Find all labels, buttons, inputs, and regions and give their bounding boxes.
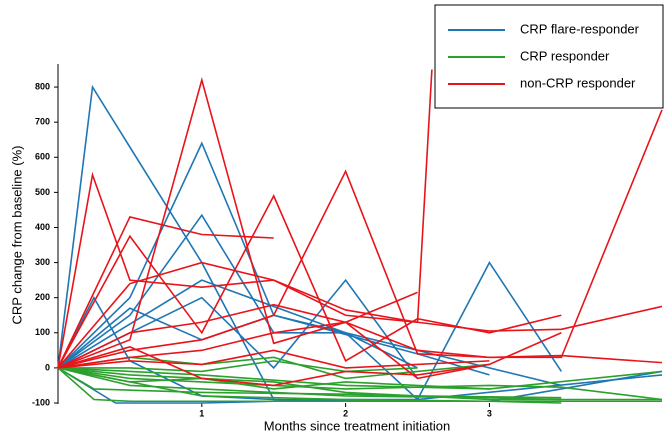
series-line [57,367,562,401]
series-line [57,194,562,369]
series-line [57,169,663,369]
y-tick-label: 600 [35,152,50,162]
y-tick-label: 800 [35,81,50,91]
series-line [57,291,418,369]
series-line [57,69,433,369]
legend-label: CRP flare-responder [520,21,640,36]
y-tick-label: 300 [35,257,50,267]
series-line [57,261,663,369]
series-line [57,332,562,387]
y-tick-label: -100 [32,397,50,407]
series-line [57,349,490,369]
series-line [57,367,562,399]
legend-label: non-CRP responder [520,75,636,90]
legend-label: CRP responder [520,48,610,63]
y-tick-label: 400 [35,222,50,232]
series-line [57,213,418,369]
y-tick-label: 0 [45,362,50,372]
series-line [57,367,663,390]
series-line [57,367,662,401]
x-tick-label: 1 [199,408,204,418]
x-axis-label: Months since treatment initiation [264,418,450,433]
series-line [57,367,663,401]
series-line [57,77,663,369]
x-tick-label: 3 [487,408,492,418]
series-line [57,321,490,380]
series-line [57,141,562,387]
y-tick-label: 700 [35,117,50,127]
series-line [57,367,490,390]
series-line [57,216,274,369]
series-line [58,360,418,373]
y-tick-label: 200 [35,292,50,302]
y-tick-label: 100 [35,327,50,337]
x-tick-label: 2 [343,408,348,418]
y-axis-label: CRP change from baseline (%) [9,146,24,325]
y-tick-label: 500 [35,187,50,197]
series-line [57,296,663,403]
